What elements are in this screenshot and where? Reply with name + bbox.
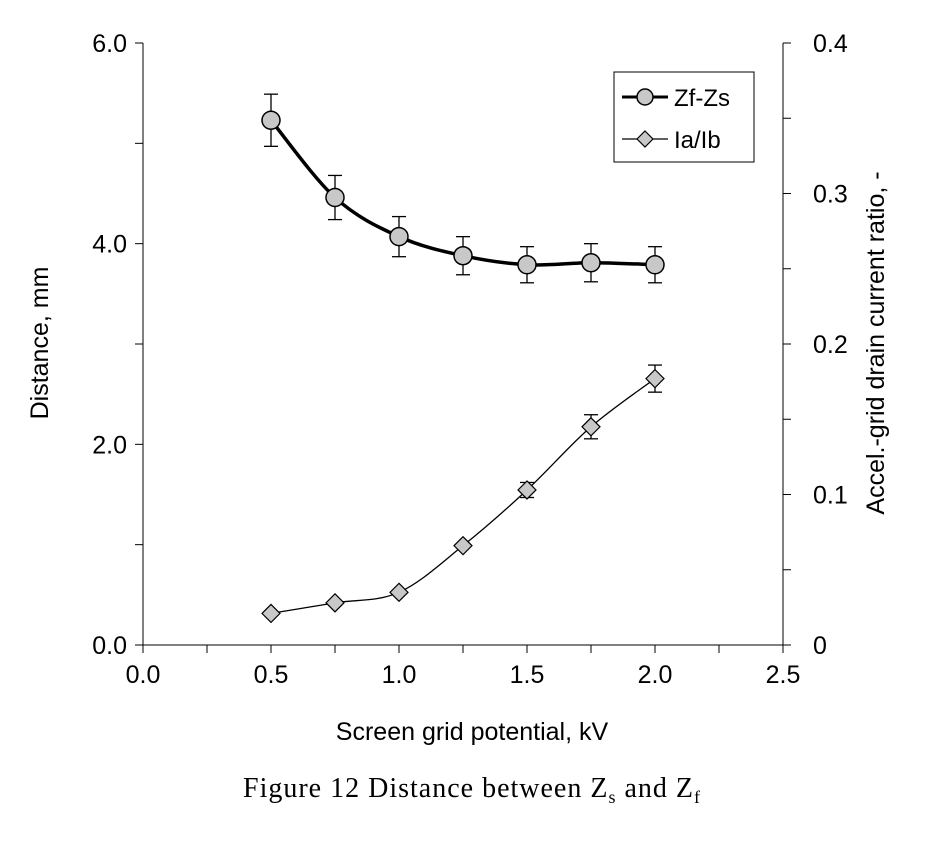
legend-box <box>613 71 755 163</box>
x-axis-label: Screen grid potential, kV <box>336 718 609 746</box>
legend-marker-zf-zs <box>636 88 654 106</box>
x-tick-label: 0.0 <box>126 661 161 689</box>
y-tick-label: 6.0 <box>92 30 127 58</box>
data-point-ia-ib <box>261 603 281 624</box>
y2-tick-label: 0.2 <box>813 331 848 359</box>
x-tick-label: 1.5 <box>510 661 545 689</box>
legend-marker-ia-ib <box>636 130 654 148</box>
caption-middle: and Z <box>616 773 694 804</box>
data-point-zf-zs <box>389 226 409 247</box>
series-line-ia-ib <box>270 378 656 615</box>
y-axis-label: Distance, mm <box>26 267 54 420</box>
data-point-zf-zs <box>325 187 345 208</box>
caption-subscript-f: f <box>694 787 701 807</box>
y-tick-label: 2.0 <box>92 431 127 459</box>
data-point-zf-zs <box>581 252 601 273</box>
data-point-ia-ib <box>389 582 409 603</box>
y2-tick-label: 0 <box>813 632 827 660</box>
caption-prefix: Figure 12 Distance between Z <box>243 773 608 804</box>
data-point-ia-ib <box>517 480 537 500</box>
series-ia-ib <box>261 364 665 624</box>
y2-tick-label: 0.1 <box>813 482 848 510</box>
x-tick-label: 0.5 <box>254 661 289 689</box>
data-point-ia-ib <box>325 593 345 613</box>
legend: Zf-Zs Ia/Ib <box>613 71 755 163</box>
data-point-ia-ib <box>581 416 601 437</box>
y2-tick-label: 0.4 <box>813 30 848 58</box>
series-zf-zs <box>261 93 665 284</box>
x-tick-label: 2.5 <box>766 661 801 689</box>
y-tick-label: 0.0 <box>92 632 127 660</box>
figure-caption: Figure 12 Distance between Zs and Zf <box>243 773 701 807</box>
plot-area <box>261 93 665 624</box>
data-point-zf-zs <box>645 254 665 275</box>
data-point-ia-ib <box>645 368 665 389</box>
x-tick-label: 1.0 <box>382 661 417 689</box>
data-point-zf-zs <box>261 110 281 131</box>
x-tick-label: 2.0 <box>638 661 673 689</box>
y-tick-label: 4.0 <box>92 231 127 259</box>
data-point-zf-zs <box>517 254 537 275</box>
caption-subscript-s: s <box>608 787 616 807</box>
data-point-zf-zs <box>453 245 473 266</box>
data-point-ia-ib <box>453 535 473 556</box>
y2-tick-label: 0.3 <box>813 181 848 209</box>
legend-label-zf-zs: Zf-Zs <box>674 85 730 112</box>
y2-axis-label: Accel.-grid drain current ratio, - <box>862 171 890 514</box>
axes: 0.0 0.5 1.0 1.5 2.0 2.5 0.0 2.0 4.0 6.0 0 0.1 0.2 0.3… <box>92 30 848 689</box>
legend-label-ia-ib: Ia/Ib <box>674 127 721 154</box>
